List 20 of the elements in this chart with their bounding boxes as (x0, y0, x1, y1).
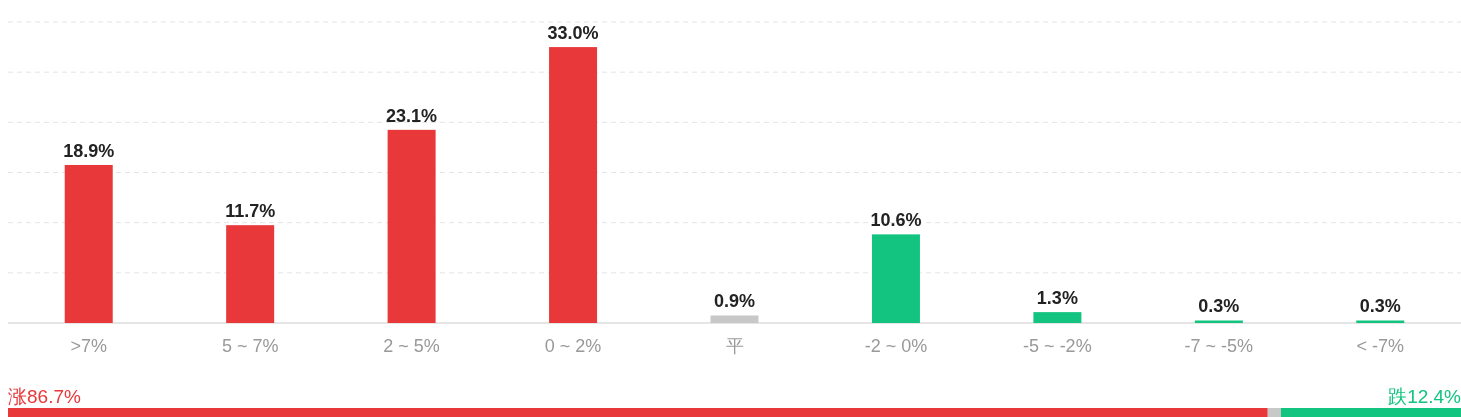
data-label: 18.9% (63, 140, 115, 161)
data-label: 0.3% (1198, 296, 1240, 317)
x-tick-label: -5 ~ -2% (1023, 336, 1092, 356)
x-tick-label: 5 ~ 7% (221, 336, 279, 356)
x-tick-label: -7 ~ -5% (1184, 336, 1254, 356)
x-tick-label: 2 ~ 5% (383, 336, 440, 356)
data-label: 1.3% (1036, 288, 1078, 309)
data-label: 0.9% (713, 291, 756, 312)
data-label: 33.0% (547, 23, 599, 44)
data-label: 11.7% (225, 201, 276, 222)
data-label: 涨86.7% (8, 386, 81, 407)
x-tick-label: < -7% (1356, 336, 1405, 356)
data-label: 跌12.4% (1388, 386, 1461, 407)
x-tick-label: -2 ~ 0% (864, 336, 928, 356)
x-tick-label: >7% (70, 336, 107, 356)
data-label: 0.3% (1359, 296, 1401, 317)
x-tick-label: 0 ~ 2% (544, 336, 602, 356)
data-label: 10.6% (870, 210, 922, 231)
x-tick-label: 平 (725, 336, 744, 356)
data-label: 23.1% (386, 105, 438, 126)
